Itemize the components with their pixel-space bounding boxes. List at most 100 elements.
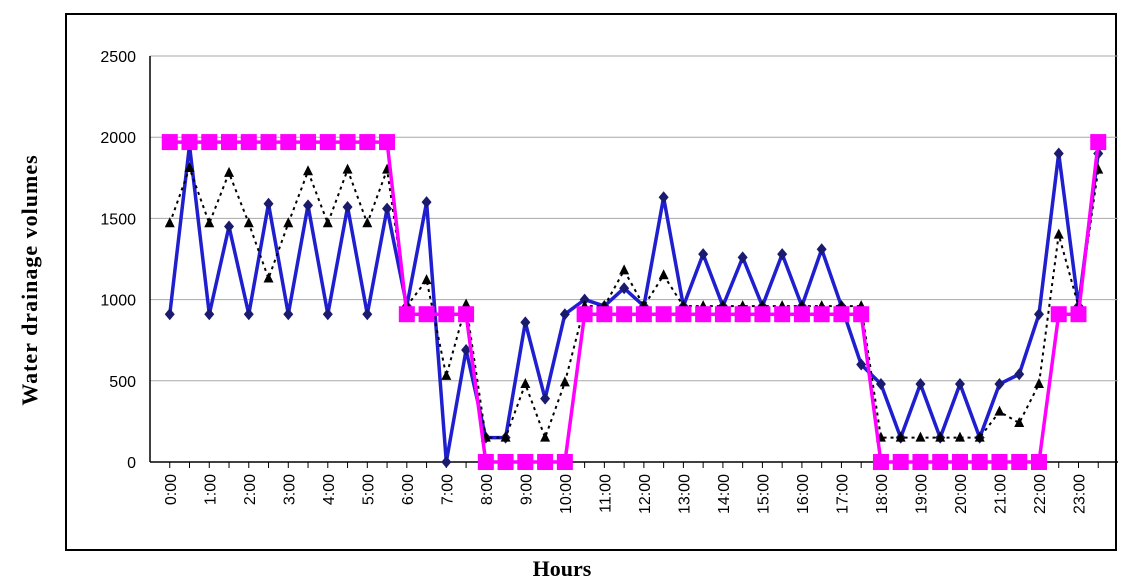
x-tick-label: 12:00 [637, 474, 654, 514]
series-3 [161, 134, 1107, 470]
data-point [1090, 134, 1107, 151]
data-point [204, 217, 215, 228]
x-tick-label: 0:00 [163, 474, 180, 505]
data-point [339, 134, 356, 151]
data-point [974, 431, 985, 442]
data-point [892, 454, 909, 470]
data-point [283, 308, 294, 321]
x-tick-label: 1:00 [202, 474, 219, 505]
data-point [224, 166, 235, 177]
data-point [322, 308, 333, 321]
x-tick-label: 14:00 [716, 474, 733, 514]
data-point [856, 358, 867, 371]
data-point [935, 431, 946, 442]
data-point [994, 405, 1005, 416]
data-point [161, 134, 178, 151]
data-point [658, 269, 669, 280]
data-point [362, 217, 373, 228]
data-point [954, 431, 965, 442]
data-point [303, 199, 314, 212]
data-point [421, 274, 432, 285]
data-point [1033, 378, 1044, 389]
y-tick-labels: 0 500 1000 1500 2000 2500 [100, 49, 136, 472]
data-point [912, 454, 929, 470]
x-tick-label: 16:00 [795, 474, 812, 514]
data-point [991, 454, 1008, 470]
data-point [971, 454, 988, 470]
data-point [635, 306, 652, 323]
data-point [1014, 417, 1025, 428]
data-point [280, 134, 297, 151]
data-point [441, 369, 452, 380]
data-point [1050, 306, 1067, 323]
data-point [201, 134, 218, 151]
data-point [954, 378, 965, 391]
x-tick-label: 18:00 [874, 474, 891, 514]
data-point [1053, 147, 1064, 160]
data-point [303, 165, 314, 176]
x-tick-label: 10:00 [558, 474, 575, 514]
data-point [260, 134, 277, 151]
data-point [872, 454, 889, 470]
series-1 [164, 139, 1104, 468]
data-point [362, 308, 373, 321]
data-point [754, 306, 771, 323]
data-point [576, 306, 593, 323]
data-point [777, 248, 788, 261]
data-point [221, 134, 238, 151]
data-point [517, 454, 534, 470]
data-point [240, 134, 257, 151]
data-point [658, 191, 669, 204]
x-tick-label: 5:00 [360, 474, 377, 505]
data-point [1053, 228, 1064, 239]
data-point [714, 306, 731, 323]
data-point [421, 196, 432, 209]
data-point [675, 306, 692, 323]
y-tick-label: 2500 [100, 49, 136, 66]
data-point [477, 454, 494, 470]
x-tick-label: 23:00 [1071, 474, 1088, 514]
data-point [497, 454, 514, 470]
data-point [243, 308, 254, 321]
data-point [556, 454, 573, 470]
data-point [300, 134, 317, 151]
y-tick-label: 1000 [100, 293, 136, 310]
data-point [875, 378, 886, 391]
data-point [500, 431, 511, 442]
data-point [243, 217, 254, 228]
data-point [559, 376, 570, 387]
data-point [461, 343, 472, 356]
data-point [619, 282, 630, 295]
x-tick-label: 3:00 [281, 474, 298, 505]
gridlines [150, 55, 1118, 382]
data-point [382, 202, 393, 215]
data-point [342, 163, 353, 174]
data-point [1030, 454, 1047, 470]
data-point [616, 306, 633, 323]
x-tick-label: 6:00 [400, 474, 417, 505]
data-point [813, 306, 830, 323]
data-point [853, 306, 870, 323]
data-point [994, 378, 1005, 391]
x-axis-title: Hours [532, 556, 592, 581]
data-point [833, 306, 850, 323]
data-point [1011, 454, 1028, 470]
data-point [224, 220, 235, 233]
data-point [579, 293, 590, 306]
y-tick-label: 2000 [100, 130, 136, 147]
data-point [540, 392, 551, 405]
data-point [915, 431, 926, 442]
y-tick-label: 0 [127, 455, 136, 472]
data-point [181, 134, 198, 151]
data-point [540, 431, 551, 442]
data-point [1033, 308, 1044, 321]
data-point [319, 134, 336, 151]
x-tick-label: 4:00 [321, 474, 338, 505]
data-point [342, 201, 353, 214]
axes [149, 56, 1118, 468]
data-point [441, 456, 452, 468]
data-point [184, 162, 195, 173]
x-tick-labels: 0:00 1:00 2:00 3:00 4:00 5:00 6:00 7:00 8:00 9:00… [163, 474, 1089, 514]
data-point [283, 217, 294, 228]
